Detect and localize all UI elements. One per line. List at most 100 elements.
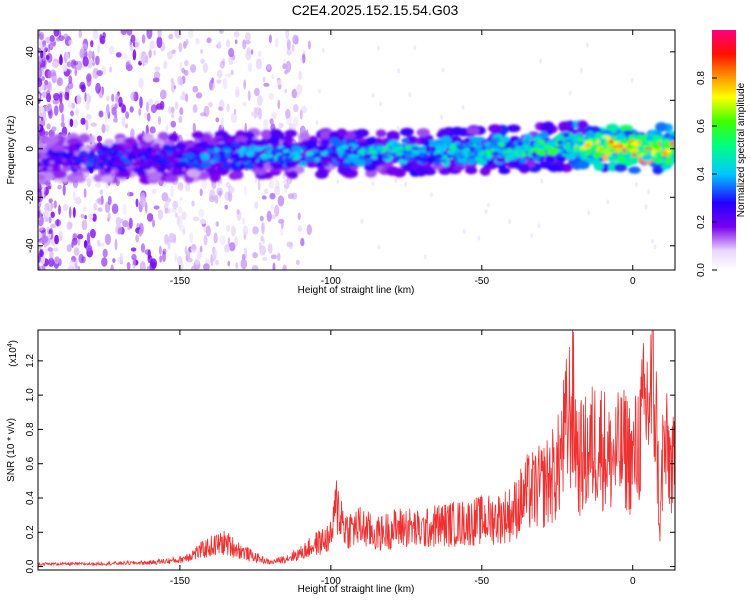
spectrogram-noise-blob <box>269 192 276 200</box>
spectrogram-noise-blob <box>150 258 158 269</box>
spectrogram-signal-blob <box>422 139 430 147</box>
spectrogram-signal-blob <box>178 160 187 165</box>
spectrogram-noise-blob <box>285 108 291 119</box>
spectrogram-signal-blob <box>606 155 617 162</box>
spectrogram-noise-blob <box>80 213 85 219</box>
spectrogram-noise-blob <box>58 30 62 38</box>
spectrogram-noise-blob <box>289 123 293 128</box>
spectrogram-signal-blob <box>609 148 617 153</box>
spectrogram-signal-blob <box>171 160 180 164</box>
spectrogram-signal-blob <box>404 152 412 159</box>
spectrogram-signal-blob <box>220 151 226 158</box>
spectrogram-noise-blob <box>219 189 222 199</box>
spectrogram-noise-blob <box>212 248 217 260</box>
spectrogram-signal-blob <box>533 142 542 148</box>
spectrogram-signal-blob <box>465 166 478 175</box>
spectrogram-noise-blob <box>307 40 311 50</box>
spectrogram-signal-blob <box>455 144 464 149</box>
spectrogram-noise-blob <box>104 233 111 245</box>
spectrogram-noise-blob <box>152 77 160 83</box>
snr-series-line <box>38 330 675 567</box>
spectrogram-noise-blob <box>59 92 63 104</box>
spectrogram-noise-blob <box>56 218 60 227</box>
spectrogram-noise-blob <box>88 213 94 220</box>
spectrogram-noise-blob <box>211 179 217 190</box>
spectrogram-signal-blob <box>555 155 567 163</box>
top-y-tick-label: -20 <box>25 190 36 205</box>
spectrogram-noise-blob <box>198 208 205 218</box>
spectrogram-signal-blob <box>164 145 175 152</box>
spectrogram-noise-blob <box>44 36 52 44</box>
spectrogram-noise-blob <box>282 172 286 180</box>
spectrogram-noise-blob <box>268 92 274 100</box>
spectrogram-signal-blob <box>514 146 522 152</box>
spectrogram-noise-blob <box>247 90 251 101</box>
spectrogram-noise-blob <box>156 36 163 49</box>
spectrogram-signal-blob <box>576 160 590 170</box>
spectrogram-noise-blob <box>170 106 175 114</box>
spectrogram-noise-blob <box>153 71 161 80</box>
colorbar-tick-label: 0.6 <box>696 119 707 133</box>
spectrogram-signal-blob <box>139 161 149 167</box>
spectrogram-noise-blob <box>95 55 100 66</box>
spectrogram-signal-blob <box>395 151 403 156</box>
spectrogram-signal-blob <box>506 124 521 133</box>
spectrogram-signal-blob <box>557 140 564 145</box>
spectrogram-noise-blob <box>130 34 136 43</box>
spectrogram-noise-blob <box>199 218 207 225</box>
spectrogram-signal-blob <box>52 152 60 158</box>
spectrogram-signal-blob <box>516 142 524 146</box>
spectrogram-noise-blob <box>243 248 247 255</box>
spectrogram-signal-blob <box>123 144 133 150</box>
bottom-x-axis-label: Height of straight line (km) <box>298 584 415 595</box>
spectrogram-signal-blob <box>314 152 322 158</box>
spectrogram-noise-blob <box>634 182 638 188</box>
spectrogram-noise-blob <box>215 221 219 227</box>
spectrogram-signal-blob <box>157 131 169 141</box>
spectrogram-signal-blob <box>467 151 476 157</box>
spectrogram-noise-blob <box>121 116 126 127</box>
spectrogram-signal-blob <box>425 145 431 153</box>
spectrogram-noise-blob <box>568 90 572 96</box>
spectrogram-signal-blob <box>497 142 506 147</box>
spectrogram-noise-blob <box>241 253 246 261</box>
spectrogram-noise-blob <box>192 216 200 222</box>
spectrogram-noise-blob <box>396 125 400 131</box>
spectrogram-noise-blob <box>250 111 255 117</box>
page-title: C2E4.2025.152.15.54.G03 <box>291 2 459 18</box>
spectrogram-signal-blob <box>165 175 179 183</box>
spectrogram-noise-blob <box>79 48 85 59</box>
spectrogram-noise-blob <box>263 82 270 87</box>
spectrogram-signal-blob <box>271 150 277 155</box>
spectrogram-noise-blob <box>164 207 169 214</box>
spectrogram-noise-blob <box>286 37 290 43</box>
spectrogram-signal-blob <box>337 165 352 175</box>
spectrogram-noise-blob <box>300 237 305 247</box>
spectrogram-noise-blob <box>252 226 259 235</box>
spectrogram-noise-blob <box>82 38 89 51</box>
spectrogram-noise-blob <box>134 38 140 50</box>
spectrogram-noise-blob <box>262 256 268 261</box>
spectrogram-noise-blob <box>38 255 41 264</box>
spectrogram-noise-blob <box>189 232 194 243</box>
spectrogram-noise-blob <box>111 203 119 215</box>
spectrogram-signal-blob <box>147 160 154 166</box>
spectrogram-signal-blob <box>415 167 428 177</box>
spectrogram-noise-blob <box>122 203 127 216</box>
spectrogram-noise-blob <box>252 252 258 259</box>
spectrogram-noise-blob <box>174 101 179 110</box>
spectrogram-noise-blob <box>121 52 128 61</box>
spectrogram-signal-blob <box>617 143 624 149</box>
spectrogram-signal-blob <box>76 156 84 163</box>
spectrogram-noise-blob <box>651 238 654 244</box>
spectrogram-signal-blob <box>269 161 281 168</box>
spectrogram-noise-blob <box>539 58 543 64</box>
spectrogram-noise-blob <box>255 107 261 116</box>
spectrogram-signal-blob <box>224 153 231 159</box>
spectrogram-noise-blob <box>99 189 104 195</box>
spectrogram-noise-blob <box>295 259 300 265</box>
snr-chart: -150 -100 -50 0 0.0 0.2 0.4 0.6 0.8 1.0 1.2 Heigh… <box>6 329 676 595</box>
spectrogram-noise-blob <box>68 206 72 219</box>
spectrogram-signal-blob <box>159 150 168 156</box>
spectrogram-noise-blob <box>86 175 93 185</box>
